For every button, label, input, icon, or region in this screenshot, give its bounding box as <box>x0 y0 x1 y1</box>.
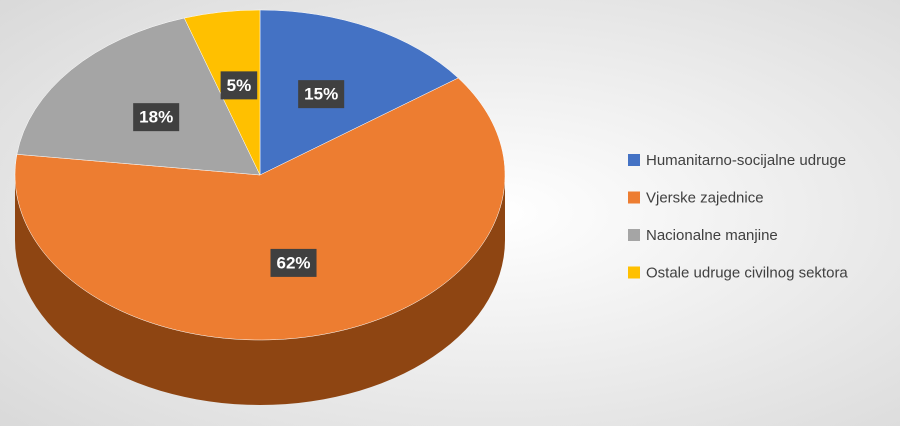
legend-swatch <box>628 154 640 166</box>
data-label-box <box>298 80 345 109</box>
data-label-box <box>220 71 258 100</box>
data-label: 15% <box>298 80 345 109</box>
data-label: 62% <box>270 248 317 277</box>
pie-slice <box>16 17 261 176</box>
pie-side <box>15 175 505 405</box>
pie-slice <box>14 77 506 341</box>
data-label: 5% <box>220 71 258 100</box>
data-label-text: 62% <box>276 253 310 272</box>
pie-slice <box>259 9 459 176</box>
data-label-text: 18% <box>139 108 173 127</box>
data-label-text: 15% <box>304 85 338 104</box>
data-label-text: 5% <box>227 76 252 95</box>
legend-label: Ostale udruge civilnog sektora <box>646 264 848 281</box>
legend-swatch <box>628 191 640 204</box>
legend-swatch <box>628 266 640 279</box>
data-label-box <box>270 248 317 277</box>
legend-label: Humanitarno-socijalne udruge <box>646 152 846 169</box>
legend-label: Vjerske zajednice <box>646 189 764 206</box>
data-label-box <box>133 103 180 132</box>
legend-label: Nacionalne manjine <box>646 227 778 244</box>
legend-swatch <box>628 229 640 241</box>
data-label: 18% <box>133 103 180 132</box>
